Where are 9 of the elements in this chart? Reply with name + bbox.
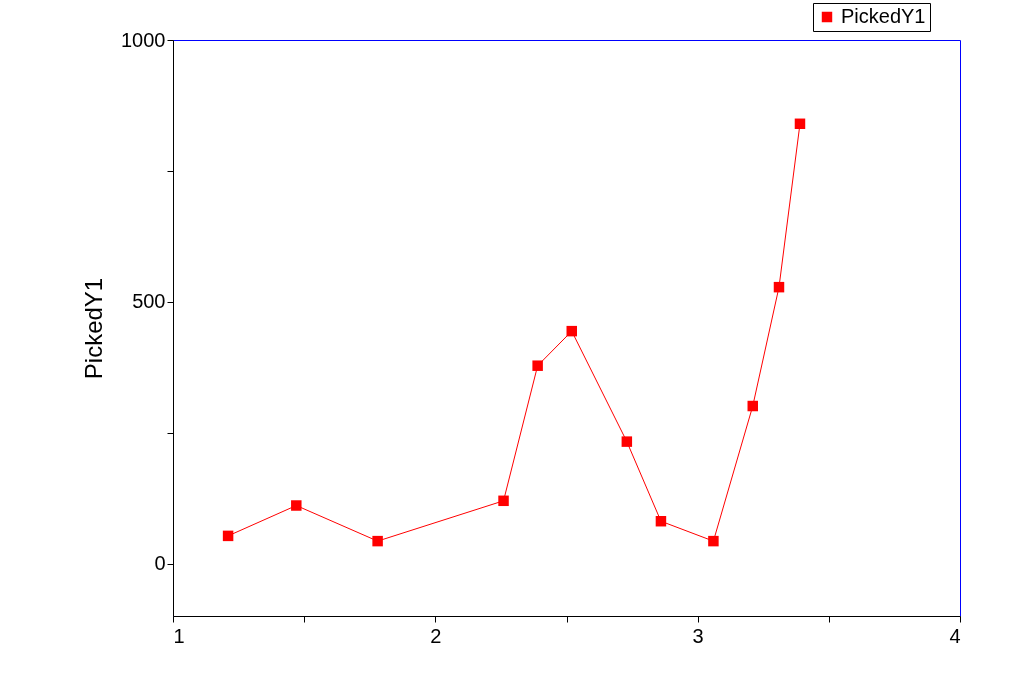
legend-label: PickedY1 (841, 5, 926, 27)
y-tick-label: 500 (132, 290, 166, 313)
y-tick-label: 0 (154, 552, 166, 575)
x-tick-label: 2 (430, 624, 442, 647)
y-axis-title: PickedY1 (80, 277, 108, 380)
y-tick-label: 1000 (121, 28, 166, 51)
x-tick-label: 1 (173, 624, 185, 647)
x-tick-label: 3 (692, 624, 704, 647)
x-tick-label: 4 (949, 624, 961, 647)
